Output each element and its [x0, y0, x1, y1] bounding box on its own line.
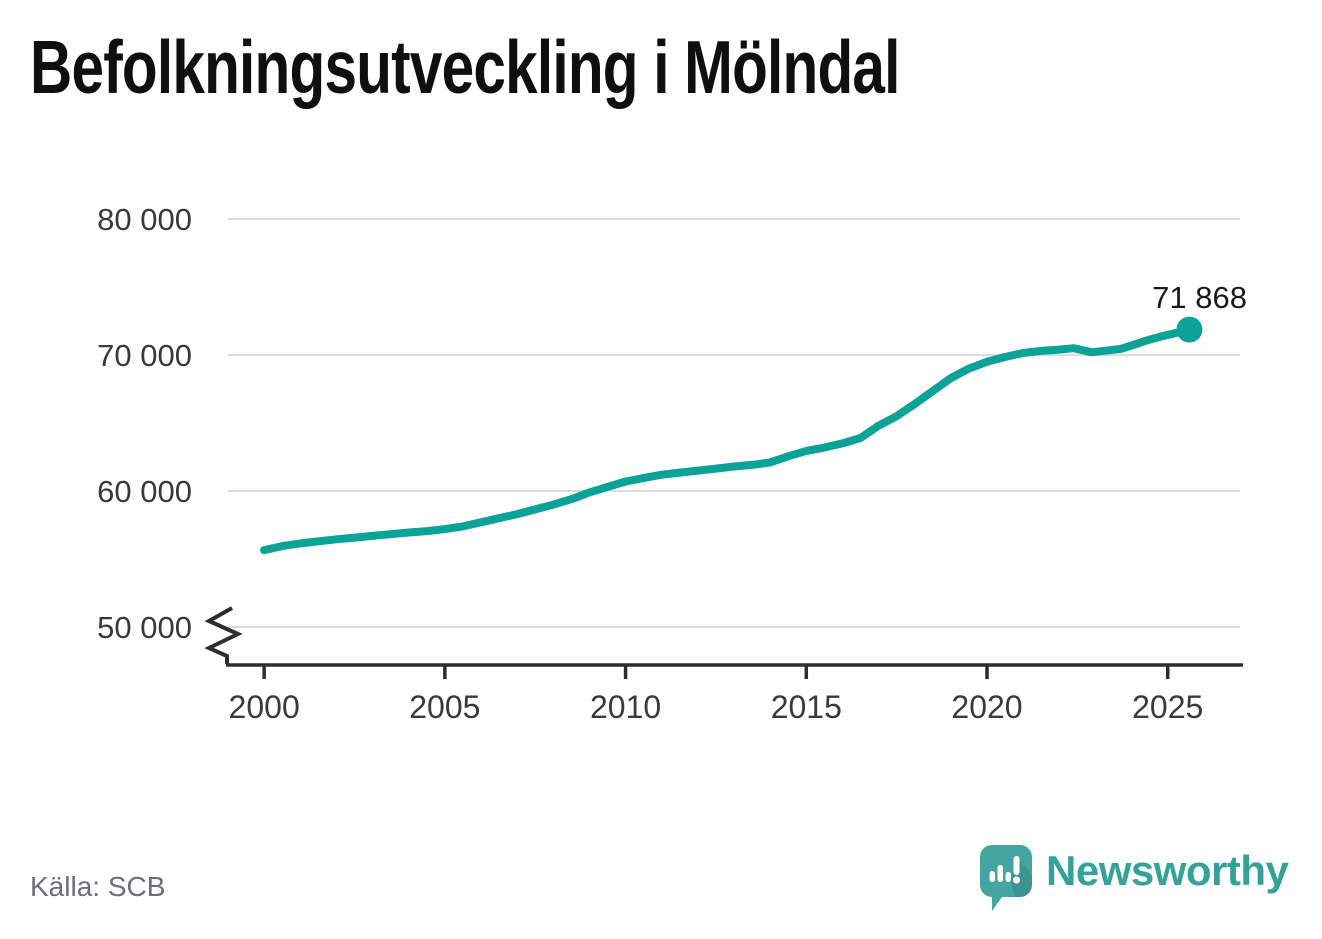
y-axis-break-icon [204, 606, 243, 664]
end-point-marker [1176, 316, 1203, 343]
y-tick-label: 70 000 [97, 338, 192, 373]
y-tick-label: 60 000 [97, 474, 192, 509]
exclamation-dot [1012, 876, 1021, 884]
y-tick-label: 80 000 [97, 202, 192, 237]
chart-title: Befolkningsutveckling i Mölndal [30, 25, 900, 109]
x-tick-label: 2015 [771, 689, 842, 725]
newsworthy-logo: Newsworthy [980, 845, 1289, 915]
bar-chart-glyph [989, 856, 1021, 884]
last-value-label: 71 868 [1152, 280, 1247, 315]
exclamation-bar [1013, 856, 1020, 875]
newsworthy-speech-bubble-chart-icon [980, 845, 1032, 911]
x-tick-label: 2010 [590, 689, 661, 725]
population-line [260, 325, 1194, 555]
x-tick-label: 2025 [1132, 689, 1203, 725]
x-tick-label: 2005 [409, 689, 480, 725]
x-tick-label: 2000 [229, 689, 300, 725]
newsworthy-wordmark: Newsworthy [1046, 847, 1289, 894]
x-tick-label: 2020 [951, 689, 1022, 725]
y-tick-label: 50 000 [97, 610, 192, 645]
source-note: Källa: SCB [30, 871, 166, 902]
